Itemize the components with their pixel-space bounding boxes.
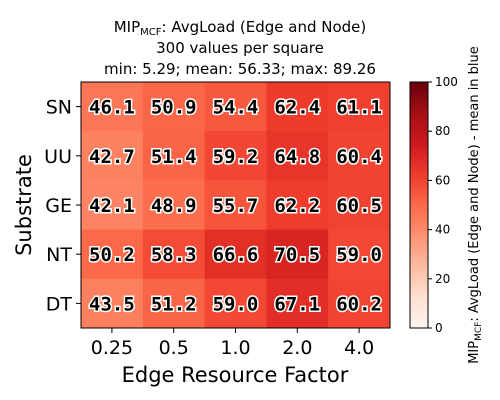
colorbar-tick-label: 80 bbox=[435, 124, 450, 138]
cell-value-label: 48.9 bbox=[151, 195, 197, 217]
cell-value-label: 58.3 bbox=[151, 244, 197, 266]
colorbar-tick-label: 20 bbox=[435, 272, 450, 286]
heatmap-cell bbox=[266, 131, 329, 181]
heatmap-cell bbox=[328, 82, 391, 132]
colorbar-tick-label: 60 bbox=[435, 173, 450, 187]
heatmap-cell-labels: 46.1 50.9 54.4 62.4 61.1 42.7 51.4 59.2 64.8 60.4… bbox=[88, 95, 384, 317]
x-tick-label: 0.5 bbox=[159, 337, 189, 359]
heatmap-cell bbox=[328, 278, 391, 329]
cell-value-label: 62.2 bbox=[274, 195, 320, 217]
heatmap-cell bbox=[204, 278, 267, 329]
y-tick-label: GE bbox=[45, 195, 72, 217]
cell-value-label: 50.2 bbox=[89, 244, 135, 266]
x-axis-ticks: 0.25 0.5 1.0 2.0 4.0 bbox=[91, 328, 374, 359]
cell-value-label: 59.2 bbox=[213, 146, 259, 168]
cell-value-label: 70.5 bbox=[274, 244, 320, 266]
colorbar-label: MIPMCF: AvgLoad (Edge and Node) - mean i… bbox=[467, 46, 484, 364]
cell-value-label: 54.4 bbox=[213, 97, 259, 119]
heatmap-cell bbox=[328, 229, 391, 280]
cell-value-label: 60.2 bbox=[336, 293, 382, 315]
cell-value-label: 46.1 bbox=[89, 97, 135, 119]
heatmap-cell bbox=[204, 229, 267, 280]
heatmap-cell bbox=[142, 278, 206, 329]
x-tick-label: 4.0 bbox=[344, 337, 374, 359]
heatmap-cell bbox=[81, 180, 144, 231]
cell-value-label: 62.4 bbox=[274, 97, 320, 119]
x-tick-label: 0.25 bbox=[91, 337, 133, 359]
chart-stats: min: 5.29; mean: 56.33; max: 89.26 bbox=[104, 60, 376, 78]
heatmap-cell bbox=[142, 180, 206, 231]
y-tick-label: NT bbox=[46, 244, 72, 266]
heatmap-cell bbox=[81, 82, 144, 132]
heatmap-cell bbox=[328, 180, 391, 231]
cell-value-label: 59.0 bbox=[336, 244, 382, 266]
cell-value-label: 61.1 bbox=[336, 97, 382, 119]
cell-value-label: 55.7 bbox=[213, 195, 259, 217]
heatmap-cell bbox=[266, 180, 329, 231]
heatmap-cell bbox=[204, 131, 267, 181]
heatmap-cell bbox=[142, 131, 206, 181]
heatmap-cell bbox=[266, 82, 329, 132]
cell-value-label: 60.5 bbox=[336, 195, 382, 217]
x-axis-label: Edge Resource Factor bbox=[122, 363, 349, 387]
heatmap-cell bbox=[266, 229, 329, 280]
cell-value-label: 42.7 bbox=[89, 146, 135, 168]
cell-value-label: 43.5 bbox=[89, 293, 135, 315]
heatmap-cell bbox=[81, 278, 144, 329]
heatmap-cell bbox=[204, 180, 267, 231]
y-tick-label: SN bbox=[46, 97, 72, 119]
x-tick-label: 1.0 bbox=[220, 337, 250, 359]
cell-value-label: 50.9 bbox=[151, 97, 197, 119]
heatmap-cell bbox=[81, 229, 144, 280]
cell-value-label: 42.1 bbox=[89, 195, 135, 217]
cell-value-label: 59.0 bbox=[213, 293, 259, 315]
y-tick-label: DT bbox=[46, 293, 73, 315]
heatmap-cell bbox=[266, 278, 329, 329]
y-tick-label: UU bbox=[44, 146, 72, 168]
heatmap-cell bbox=[81, 131, 144, 181]
cell-value-label: 51.2 bbox=[151, 293, 197, 315]
cell-value-label: 66.6 bbox=[213, 244, 259, 266]
colorbar-tick-label: 100 bbox=[435, 75, 458, 89]
colorbar-tick-label: 0 bbox=[435, 321, 443, 335]
y-axis-ticks: SN UU GE NT DT bbox=[44, 97, 81, 315]
heatmap-cell bbox=[142, 229, 206, 280]
cell-value-label: 64.8 bbox=[274, 146, 320, 168]
chart-title: MIPMCF: AvgLoad (Edge and Node) bbox=[114, 18, 367, 38]
colorbar-ticks: 0 20 40 60 80 100 bbox=[428, 75, 458, 335]
cell-value-label: 60.4 bbox=[336, 146, 382, 168]
heatmap-cell bbox=[328, 131, 391, 181]
heatmap-cell bbox=[142, 82, 206, 132]
chart-subtitle: 300 values per square bbox=[156, 39, 324, 57]
y-axis-label: Substrate bbox=[12, 154, 36, 256]
heatmap-cell bbox=[204, 82, 267, 132]
colorbar bbox=[409, 81, 429, 329]
cell-value-label: 51.4 bbox=[151, 146, 197, 168]
heatmap-cells bbox=[81, 82, 391, 329]
colorbar-tick-label: 40 bbox=[435, 223, 450, 237]
cell-value-label: 67.1 bbox=[274, 293, 320, 315]
x-tick-label: 2.0 bbox=[282, 337, 312, 359]
